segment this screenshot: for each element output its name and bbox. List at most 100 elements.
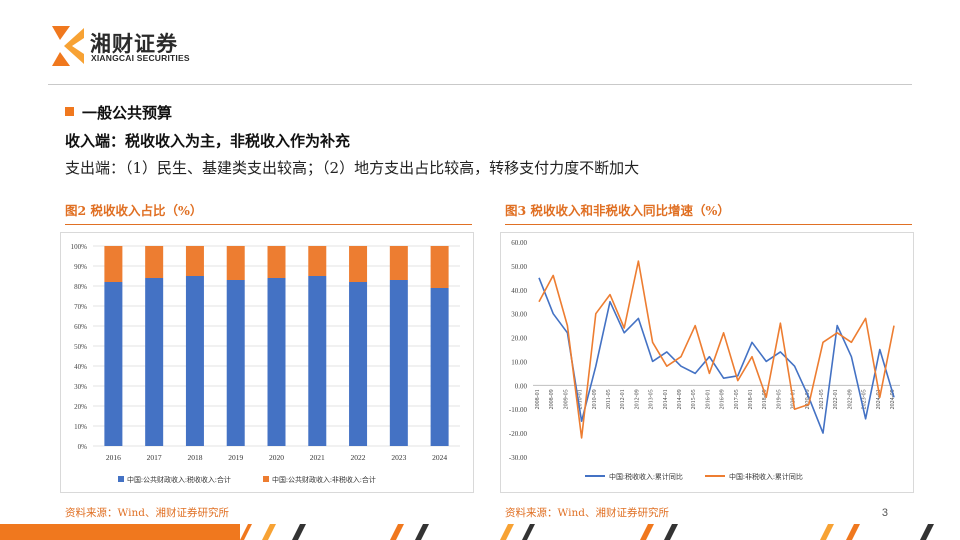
y-tick-label: 20.00 xyxy=(511,335,527,343)
y-tick-label: 0% xyxy=(78,443,88,451)
figure3-title: 图3 税收收入和非税收入同比增速（%） xyxy=(505,203,730,218)
series-line xyxy=(538,277,895,434)
legend-swatch xyxy=(263,476,269,482)
bar-tax-share xyxy=(267,278,286,446)
y-tick-label: 10.00 xyxy=(511,358,527,366)
x-tick-label: 2014-09 xyxy=(677,389,683,409)
legend-swatch xyxy=(118,476,124,482)
x-tick-label: 2018-01 xyxy=(748,389,754,409)
x-tick-label: 2019-05 xyxy=(776,389,782,409)
y-tick-label: -10.00 xyxy=(509,406,528,414)
y-tick-label: 60% xyxy=(74,323,87,331)
x-tick-label: 2008-09 xyxy=(549,389,555,409)
bar-tax-share xyxy=(349,282,368,446)
bar-nontax-share xyxy=(267,246,286,278)
y-tick-label: 70% xyxy=(74,303,87,311)
figure3-title-rule xyxy=(505,224,912,225)
y-tick-label: 60.00 xyxy=(511,239,527,247)
x-tick-label: 2018-09 xyxy=(762,389,768,409)
bar-tax-share xyxy=(185,276,204,446)
legend-label: 中国:非税收入:累计同比 xyxy=(729,472,803,481)
y-tick-label: 30% xyxy=(74,383,87,391)
x-tick-label: 2016 xyxy=(106,453,121,462)
y-tick-label: 90% xyxy=(74,263,87,271)
chart-frame xyxy=(60,232,474,493)
x-tick-label: 2019 xyxy=(228,453,243,462)
x-tick-label: 2024-09 xyxy=(890,389,896,409)
x-tick-label: 2010-09 xyxy=(592,389,598,409)
y-tick-label: 50% xyxy=(74,343,87,351)
figure3-source: 资料来源：Wind、湘财证券研究所 xyxy=(505,507,669,519)
x-tick-label: 2015-05 xyxy=(691,389,697,409)
legend-label: 中国:公共财政收入:税收收入:合计 xyxy=(127,475,231,484)
x-tick-label: 2022-09 xyxy=(847,389,853,409)
bar-nontax-share xyxy=(226,246,245,280)
x-tick-label: 2012-09 xyxy=(634,389,640,409)
tax-share-stacked-bar-chart: 0% 10% 20% 30% 40% 50% 60% 70% 80% 90% 100% 2016 201… xyxy=(60,232,474,493)
x-tick-label: 2021 xyxy=(310,453,325,462)
x-tick-label: 2012-01 xyxy=(620,389,626,409)
x-tick-label: 2021-05 xyxy=(819,389,825,409)
legend-label: 中国:公共财政收入:非税收入:合计 xyxy=(272,475,376,484)
chart-frame xyxy=(500,232,914,493)
revenue-summary: 收入端：税收收入为主，非税收入作为补充 xyxy=(65,132,351,150)
y-tick-label: -20.00 xyxy=(509,430,528,438)
y-tick-label: -30.00 xyxy=(509,454,528,462)
expenditure-summary: 支出端：（1）民生、基建类支出较高；（2）地方支出占比较高，转移支付力度不断加大 xyxy=(65,159,640,177)
square-bullet-icon xyxy=(65,107,74,116)
x-tick-label: 2024 xyxy=(432,453,447,462)
x-tick-label: 2009-05 xyxy=(563,389,569,409)
brand-name-en: XIANGCAI SECURITIES xyxy=(91,53,190,63)
x-tick-label: 2014-01 xyxy=(663,389,669,409)
bar-tax-share xyxy=(226,280,245,446)
x-tick-label: 2017 xyxy=(147,453,162,462)
x-tick-label: 2018 xyxy=(187,453,202,462)
x-tick-label: 2022-01 xyxy=(833,389,839,409)
figure2-title-rule xyxy=(65,224,472,225)
y-tick-label: 10% xyxy=(74,423,87,431)
y-tick-label: 20% xyxy=(74,403,87,411)
footer-stripe xyxy=(0,524,934,540)
bar-nontax-share xyxy=(145,246,164,278)
x-tick-label: 2008-01 xyxy=(535,389,541,409)
figure2-source: 资料来源：Wind、湘财证券研究所 xyxy=(65,507,229,519)
revenue-growth-line-chart: 60.00 50.00 40.00 30.00 20.00 10.00 0.00 -10.00… xyxy=(500,232,914,493)
x-tick-label: 2013-05 xyxy=(649,389,655,409)
x-tick-label: 2011-05 xyxy=(606,389,612,409)
x-tick-label: 2017-05 xyxy=(734,389,740,409)
bar-nontax-share xyxy=(104,246,123,282)
page-number: 3 xyxy=(881,507,888,519)
bar-tax-share xyxy=(145,278,164,446)
xiangcai-logo-icon xyxy=(52,26,84,66)
legend-label: 中国:税收收入:累计同比 xyxy=(609,472,683,481)
header-divider xyxy=(48,84,912,85)
y-tick-label: 50.00 xyxy=(511,263,527,271)
y-tick-label: 80% xyxy=(74,283,87,291)
series-line xyxy=(538,260,895,439)
x-tick-label: 2016-01 xyxy=(705,389,711,409)
y-tick-label: 40.00 xyxy=(511,287,527,295)
x-tick-label: 2023-05 xyxy=(862,389,868,409)
x-tick-label: 2024-01 xyxy=(876,389,882,409)
x-tick-label: 2020 xyxy=(269,453,284,462)
y-tick-label: 40% xyxy=(74,363,87,371)
y-tick-label: 30.00 xyxy=(511,311,527,319)
bar-tax-share xyxy=(308,276,327,446)
brand-name-cn: 湘财证券 xyxy=(90,32,178,56)
bar-nontax-share xyxy=(308,246,327,276)
bar-tax-share xyxy=(389,280,408,446)
bar-nontax-share xyxy=(185,246,204,276)
x-tick-label: 2020-09 xyxy=(805,389,811,409)
bar-tax-share xyxy=(104,282,123,446)
x-tick-label: 2010-01 xyxy=(578,389,584,409)
x-tick-label: 2016-09 xyxy=(720,389,726,409)
x-tick-label: 2023 xyxy=(391,453,406,462)
bar-nontax-share xyxy=(430,246,449,288)
bar-tax-share xyxy=(430,288,449,446)
figure2-title: 图2 税收收入占比（%） xyxy=(65,203,203,218)
bar-nontax-share xyxy=(349,246,368,282)
y-tick-label: 100% xyxy=(71,243,88,251)
x-tick-label: 2022 xyxy=(351,453,366,462)
y-tick-label: 0.00 xyxy=(515,382,528,390)
bar-nontax-share xyxy=(389,246,408,280)
